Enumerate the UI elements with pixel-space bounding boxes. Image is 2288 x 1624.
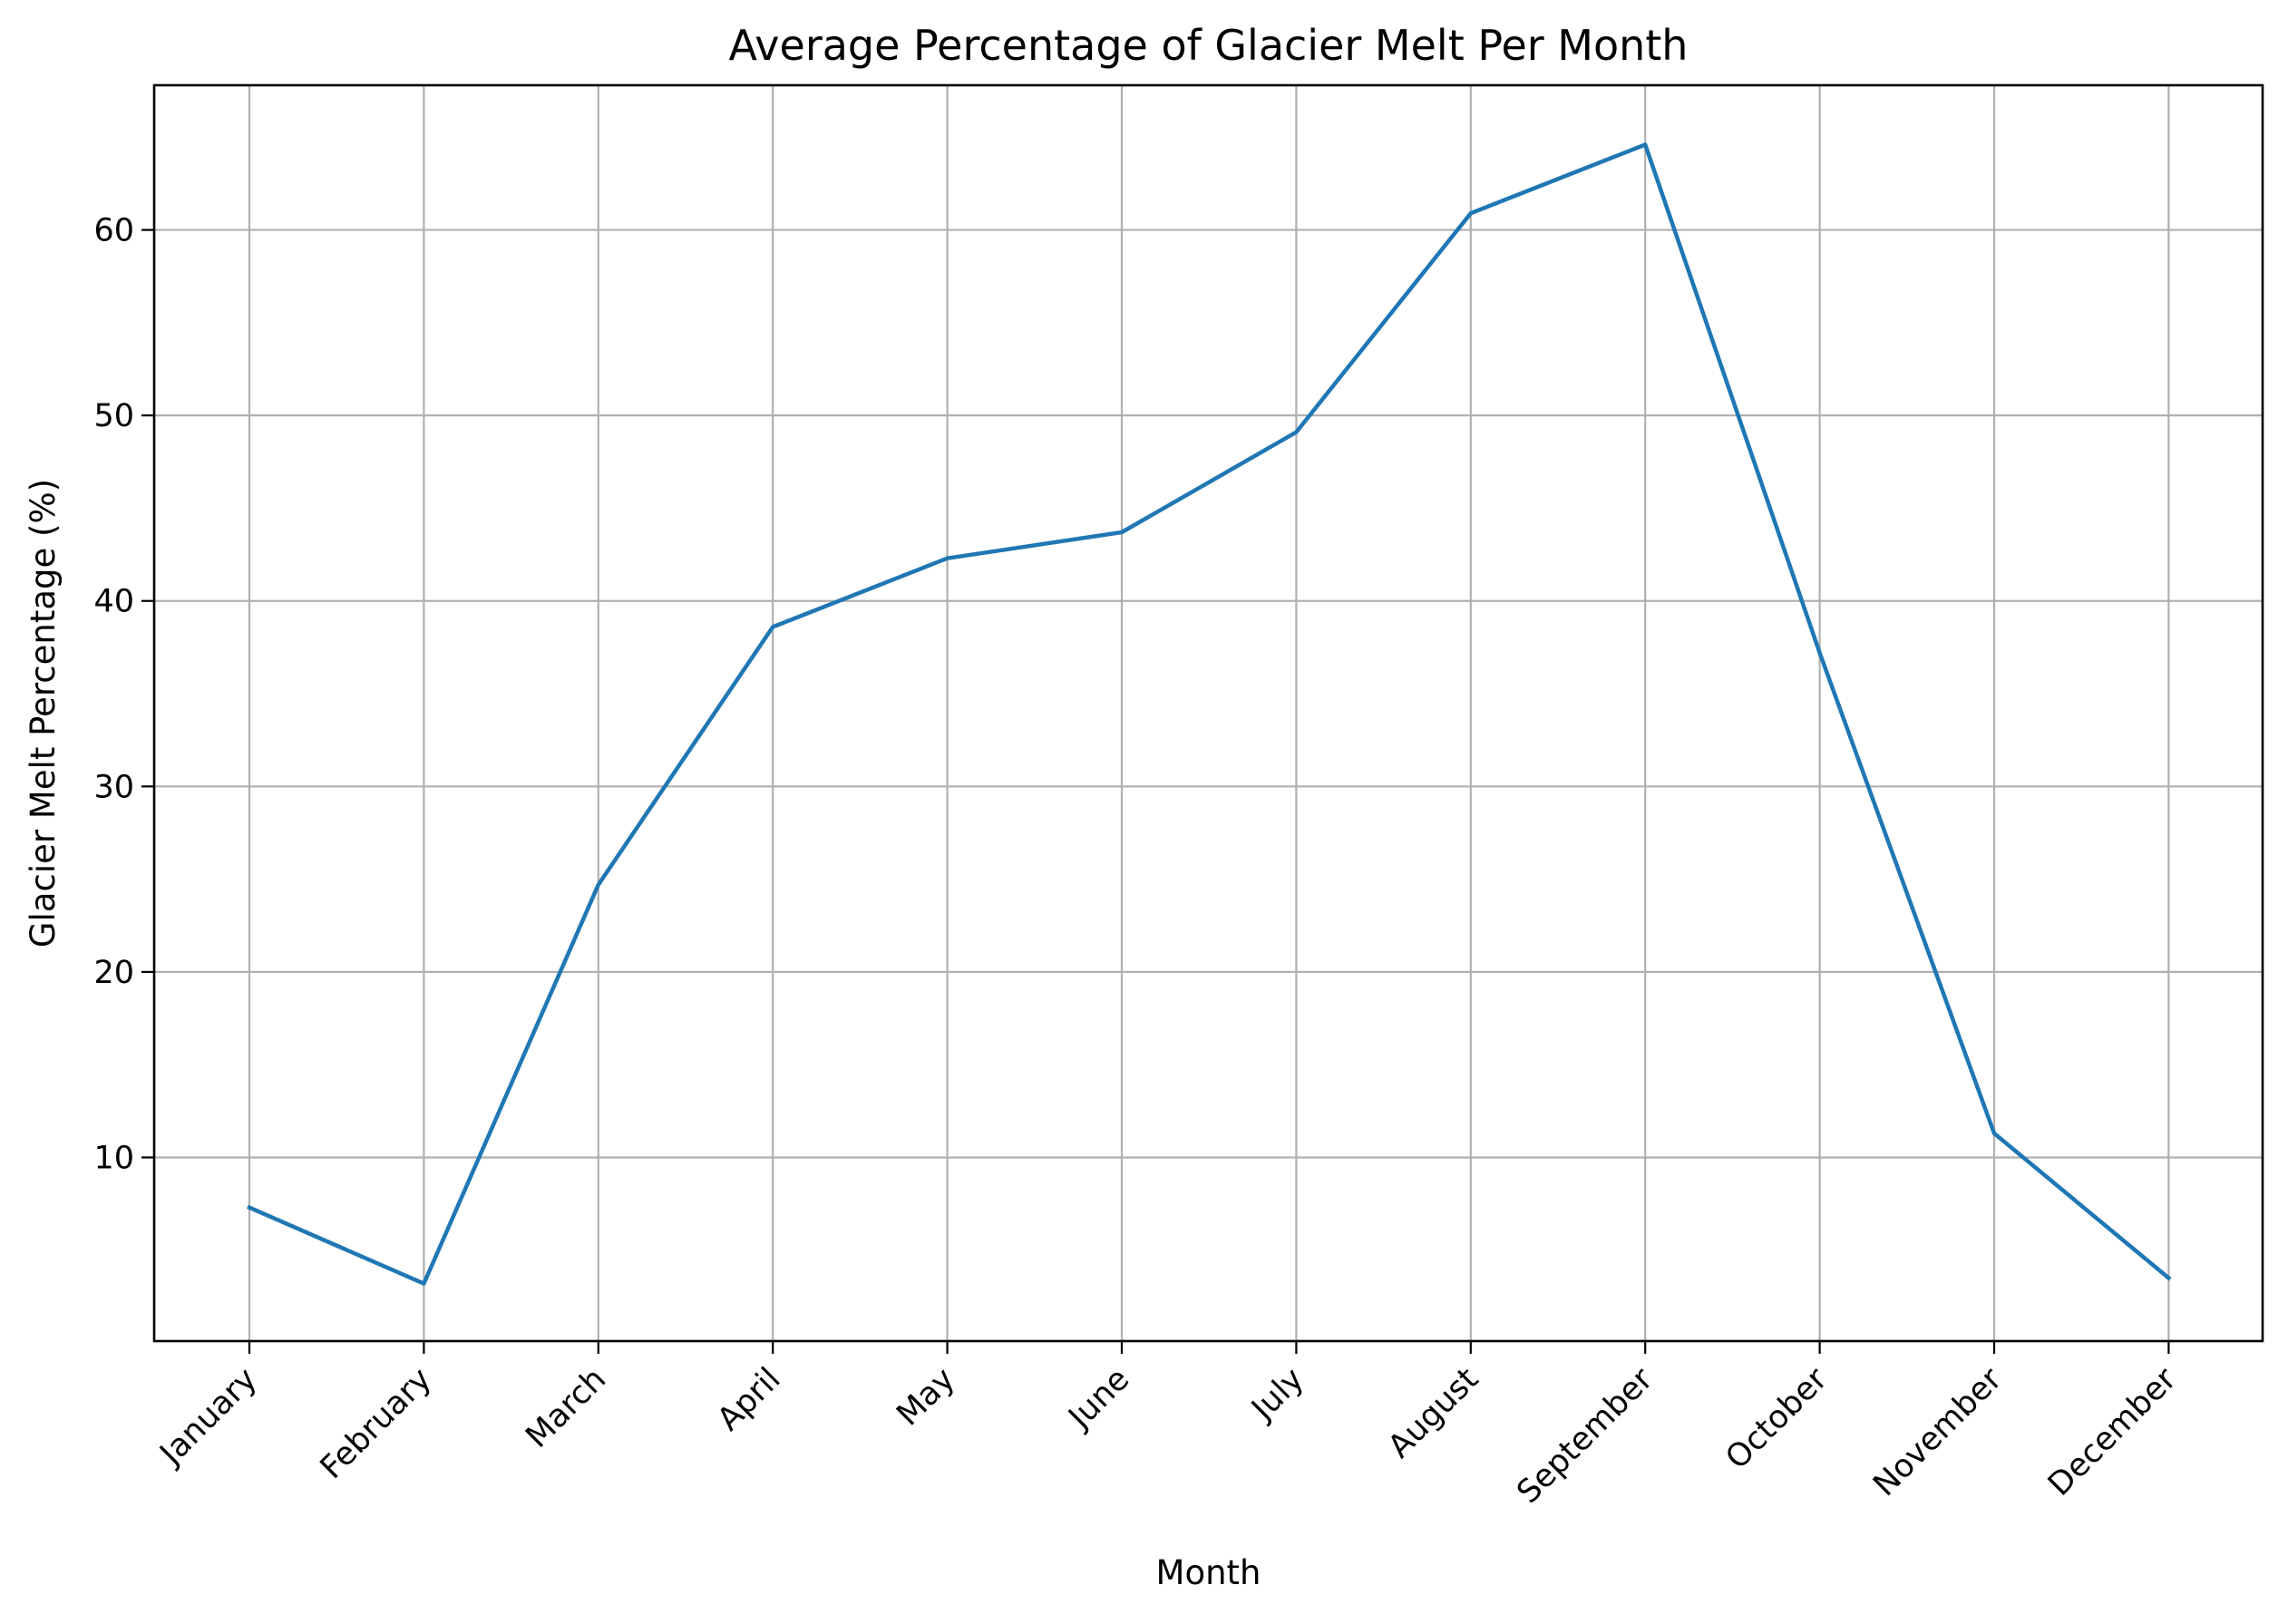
grid xyxy=(154,85,2263,1341)
y-tick-label: 30 xyxy=(93,769,134,805)
x-tick-label: September xyxy=(1510,1361,1660,1512)
series-line xyxy=(247,142,2172,1286)
x-tick-label: October xyxy=(1719,1361,1835,1477)
x-tick-label: May xyxy=(891,1361,962,1433)
x-tick-label: July xyxy=(1244,1361,1311,1428)
y-axis-label: Glacier Melt Percentage (%) xyxy=(24,479,63,948)
x-tick-label: August xyxy=(1381,1361,1485,1465)
x-tick-label: March xyxy=(519,1361,613,1455)
y-tick-label: 40 xyxy=(93,584,134,620)
chart-title: Average Percentage of Glacier Melt Per M… xyxy=(729,21,1689,70)
x-tick-label: June xyxy=(1061,1361,1137,1437)
series-layer xyxy=(247,142,2172,1286)
x-tick-label: April xyxy=(711,1361,788,1438)
x-tick-label: November xyxy=(1866,1361,2009,1503)
ticks: January February March April May June July Augu… xyxy=(93,213,2184,1512)
y-tick-label: 60 xyxy=(93,213,134,249)
x-tick-label: December xyxy=(2041,1361,2184,1503)
y-tick-label: 10 xyxy=(93,1140,134,1176)
plot-frame xyxy=(152,83,2264,1343)
y-tick-label: 50 xyxy=(93,398,134,434)
x-tick-label: January xyxy=(152,1361,265,1473)
x-axis-label: Month xyxy=(1156,1553,1261,1592)
y-tick-label: 20 xyxy=(93,955,134,991)
x-tick-label: February xyxy=(314,1361,439,1486)
